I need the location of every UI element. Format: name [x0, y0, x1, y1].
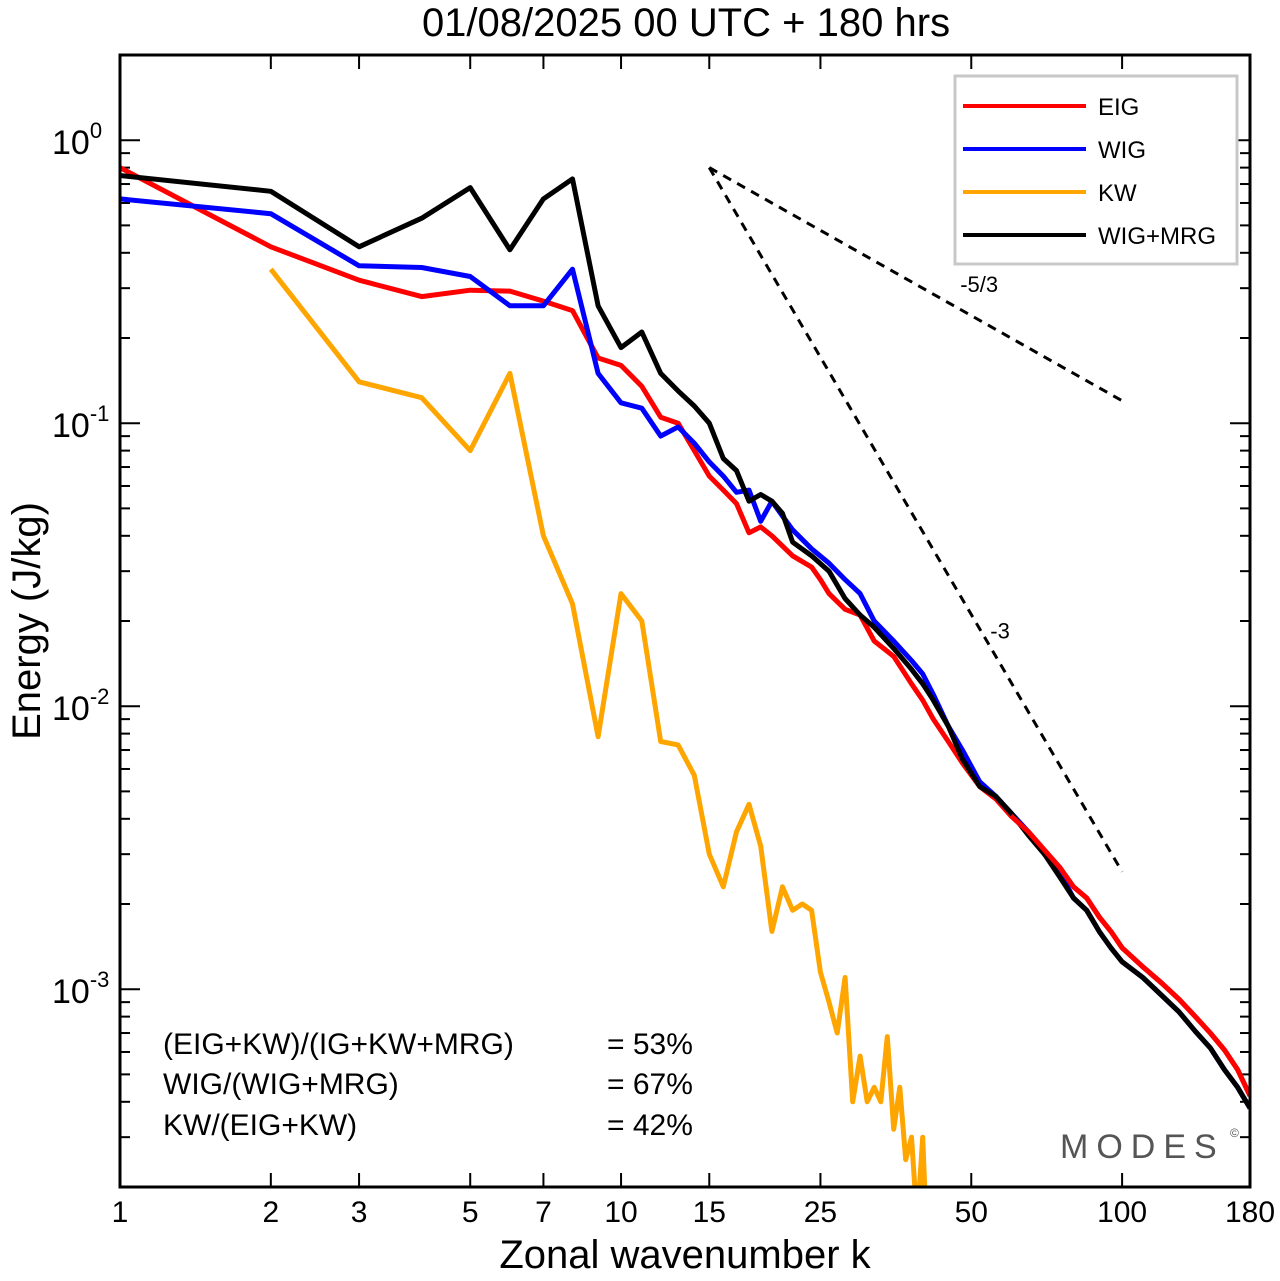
annotation-label-eig-kw: (EIG+KW)/(IG+KW+MRG) — [163, 1028, 514, 1061]
x-tick-label: 180 — [1225, 1196, 1275, 1229]
x-tick-label: 50 — [955, 1196, 988, 1229]
annotation-value-wig: = 67% — [607, 1068, 693, 1101]
annotation-value-kw: = 42% — [607, 1109, 693, 1142]
legend-label: EIG — [1098, 94, 1139, 121]
x-tick-label: 25 — [804, 1196, 837, 1229]
x-tick-label: 10 — [604, 1196, 637, 1229]
y-tick-label: 100 — [52, 118, 102, 162]
plot-frame — [118, 53, 1252, 1189]
legend-label: WIG — [1098, 137, 1146, 164]
x-tick-labels: 1 2 3 5 7 10 15 25 50 100 180 — [112, 1196, 1275, 1229]
annotation-label-wig: WIG/(WIG+MRG) — [163, 1068, 399, 1101]
series-line-kw — [268, 267, 928, 1187]
modes-watermark: MODES — [1060, 1128, 1225, 1166]
x-tick-label: 5 — [462, 1196, 479, 1229]
series-line-eig-overlay — [1009, 813, 1250, 1097]
legend-label: KW — [1098, 180, 1137, 207]
x-tick-label: 3 — [351, 1196, 368, 1229]
y-tick-label: 10-2 — [52, 684, 109, 728]
x-tick-label: 7 — [535, 1196, 552, 1229]
x-tick-label: 1 — [112, 1196, 129, 1229]
series-layer — [120, 165, 1250, 1187]
x-tick-label: 2 — [262, 1196, 279, 1229]
y-tick-label: 10-3 — [52, 967, 109, 1011]
y-axis-label: Energy (J/kg) — [5, 502, 49, 740]
annotation-value-eig-kw: = 53% — [607, 1028, 693, 1061]
y-tick-labels: 100 10-1 10-2 10-3 — [52, 118, 109, 1011]
reference-slopes: -5/3 -3 — [707, 166, 1124, 873]
legend-label: WIG+MRG — [1098, 223, 1216, 250]
ratio-annotations: (EIG+KW)/(IG+KW+MRG) = 53% WIG/(WIG+MRG)… — [163, 1028, 693, 1142]
reference-slope-label: -5/3 — [960, 272, 998, 297]
x-tick-label: 100 — [1097, 1196, 1147, 1229]
annotation-label-kw: KW/(EIG+KW) — [163, 1109, 357, 1142]
legend: EIG WIG KW WIG+MRG — [953, 74, 1239, 266]
plot-area: -5/3 -3 — [118, 53, 1252, 1189]
y-tick-label: 10-1 — [52, 401, 109, 445]
series-line-wig-mrg — [120, 173, 1250, 1110]
reference-slope-label: -3 — [990, 619, 1010, 644]
x-tick-label: 15 — [693, 1196, 726, 1229]
x-axis-label: Zonal wavenumber k — [499, 1233, 871, 1277]
copyright-symbol: © — [1230, 1126, 1239, 1140]
chart-title: 01/08/2025 00 UTC + 180 hrs — [422, 1, 950, 45]
reference-slope-line — [707, 166, 1124, 873]
